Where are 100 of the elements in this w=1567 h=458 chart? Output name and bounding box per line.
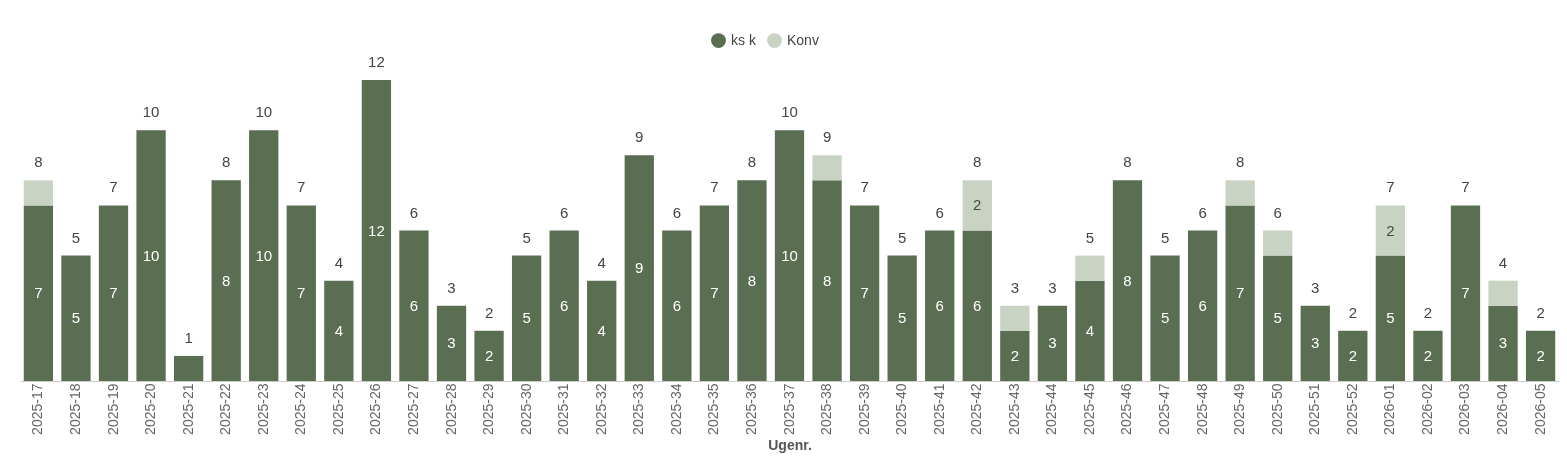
total-label: 1 <box>184 328 193 346</box>
bar <box>962 180 992 231</box>
data-label: 10 <box>781 246 798 264</box>
data-label: 6 <box>1198 296 1207 314</box>
data-label: 6 <box>560 296 569 314</box>
x-tick-label: 2025-36 <box>742 383 759 435</box>
x-tick-label: 2025-39 <box>855 383 872 435</box>
bar <box>1263 230 1293 256</box>
x-tick-label: 2025-33 <box>630 383 647 435</box>
x-tick-label: 2026-04 <box>1494 383 1511 435</box>
data-label: 12 <box>368 221 385 239</box>
x-tick-label: 2025-21 <box>179 383 196 435</box>
data-label: 7 <box>710 284 719 302</box>
total-label: 2 <box>484 303 494 321</box>
bar <box>812 180 842 381</box>
x-tick-label: 2025-44 <box>1043 383 1060 435</box>
legend-label: ks k <box>731 31 757 48</box>
x-tick-label: 2025-28 <box>442 383 459 435</box>
bar <box>1413 330 1443 381</box>
x-tick-label: 2025-38 <box>818 383 835 435</box>
data-label: 3 <box>1048 334 1057 352</box>
x-tick-label: 2025-51 <box>1306 383 1323 435</box>
data-label: 8 <box>822 271 832 289</box>
total-label: 3 <box>1311 278 1320 296</box>
total-label: 8 <box>1123 153 1132 171</box>
data-label: 10 <box>255 246 273 264</box>
bar <box>136 130 166 381</box>
total-label: 9 <box>635 128 644 146</box>
x-tick-label: 2025-41 <box>930 383 947 435</box>
bar <box>1000 330 1030 381</box>
data-label: 5 <box>1273 309 1282 327</box>
x-tick-label: 2025-42 <box>968 383 985 435</box>
total-label: 5 <box>71 228 81 246</box>
total-label: 6 <box>1273 203 1282 221</box>
x-tick-label: 2025-31 <box>555 383 572 435</box>
bar <box>962 230 992 381</box>
bar <box>1488 305 1518 381</box>
data-label: 6 <box>409 296 419 314</box>
total-label: 7 <box>860 178 869 196</box>
x-tick-label: 2025-34 <box>667 383 684 435</box>
x-tick-label: 2025-49 <box>1231 383 1248 435</box>
x-tick-label: 2025-30 <box>517 383 534 435</box>
total-label: 7 <box>1386 178 1395 196</box>
total-label: 4 <box>597 253 606 271</box>
bar <box>624 155 654 381</box>
data-label: 3 <box>447 334 456 352</box>
total-label: 9 <box>822 128 832 146</box>
data-label: 4 <box>1085 321 1095 339</box>
data-label: 7 <box>34 284 43 302</box>
data-label: 2 <box>1386 221 1395 239</box>
total-label: 5 <box>1085 228 1095 246</box>
data-label: 7 <box>109 284 118 302</box>
data-label: 6 <box>672 296 682 314</box>
bar <box>23 180 54 206</box>
data-label: 6 <box>935 296 944 314</box>
bar <box>1300 305 1330 381</box>
total-label: 6 <box>560 203 569 221</box>
bar <box>61 255 91 381</box>
bar <box>925 230 955 381</box>
bar <box>737 180 767 381</box>
bar <box>887 255 917 381</box>
data-label: 8 <box>1123 271 1132 289</box>
data-label: 4 <box>597 321 606 339</box>
x-axis-title: Ugenr. <box>768 436 812 453</box>
data-label: 7 <box>1235 284 1245 302</box>
data-label: 5 <box>1386 309 1395 327</box>
bar <box>1075 255 1105 281</box>
bar <box>399 230 429 381</box>
total-label: 6 <box>935 203 944 221</box>
total-label: 4 <box>334 253 344 271</box>
bar <box>324 280 354 381</box>
bar <box>849 205 880 381</box>
x-tick-label: 2025-40 <box>893 383 910 435</box>
legend-label: Konv <box>787 31 819 48</box>
total-label: 8 <box>222 153 231 171</box>
total-label: 10 <box>142 103 160 121</box>
data-label: 2 <box>1348 346 1357 364</box>
total-label: 6 <box>409 203 419 221</box>
x-tick-label: 2025-37 <box>780 383 797 435</box>
data-label: 5 <box>897 309 907 327</box>
x-tick-label: 2025-46 <box>1118 383 1135 435</box>
data-label: 2 <box>1423 346 1433 364</box>
bar <box>211 180 241 381</box>
bar <box>1338 330 1368 381</box>
x-tick-label: 2025-47 <box>1156 383 1173 435</box>
data-label: 5 <box>522 309 531 327</box>
bar <box>1037 305 1068 381</box>
data-label: 2 <box>1010 346 1019 364</box>
data-label: 7 <box>1461 284 1470 302</box>
x-tick-label: 2026-03 <box>1456 383 1473 435</box>
total-label: 2 <box>1536 303 1545 321</box>
total-label: 2 <box>1423 303 1433 321</box>
bar <box>173 355 204 381</box>
bar <box>249 130 279 381</box>
bar <box>1187 230 1218 381</box>
x-tick-label: 2025-18 <box>66 383 83 435</box>
x-tick-label: 2026-01 <box>1381 383 1398 435</box>
x-tick-label: 2025-32 <box>592 383 609 435</box>
total-label: 5 <box>522 228 531 246</box>
data-label: 8 <box>222 271 231 289</box>
